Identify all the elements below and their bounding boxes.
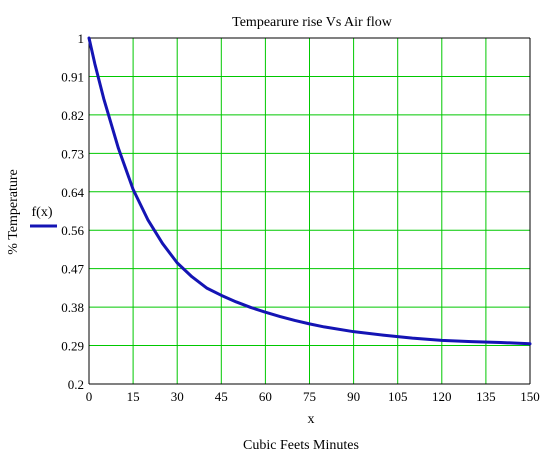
plot-area — [87, 36, 532, 385]
series-point — [352, 330, 355, 333]
x-tick-label: 30 — [171, 389, 184, 404]
y-tick-label: 0.64 — [61, 185, 84, 200]
x-axis-sublabel: Cubic Feets Minutes — [243, 438, 359, 453]
y-tick-label: 0.91 — [61, 69, 84, 84]
x-tick-label: 75 — [303, 389, 316, 404]
x-tick-label: 0 — [86, 389, 93, 404]
y-tick-label: 0.47 — [61, 262, 84, 277]
y-tick-label: 1 — [78, 31, 85, 46]
series-point — [441, 339, 443, 342]
series-point — [88, 37, 90, 39]
series-point — [499, 341, 502, 344]
series-point — [205, 287, 208, 289]
x-tick-label: 150 — [520, 389, 540, 404]
legend-entry-label: f(x) — [32, 205, 53, 220]
x-tick-label: 15 — [127, 389, 140, 404]
series-point — [249, 306, 252, 309]
x-tick-label: 45 — [215, 389, 228, 404]
y-axis-label: % Temperature — [6, 169, 21, 254]
x-tick-label: 90 — [347, 389, 360, 404]
series-point — [132, 188, 134, 191]
series-point — [294, 319, 296, 322]
series-point — [529, 342, 531, 345]
tick-labels: 0 15 30 45 60 75 90 105 120 135 150 0.2 0.29 0.38 0.47… — [61, 31, 540, 404]
series-point — [117, 147, 120, 150]
y-tick-label: 0.82 — [61, 108, 84, 123]
series-point — [264, 311, 267, 314]
series-point — [176, 262, 178, 264]
series-point — [323, 326, 326, 328]
series-point — [147, 218, 149, 221]
series-point — [411, 337, 414, 339]
y-tick-label: 0.38 — [61, 300, 84, 315]
series-point — [470, 340, 473, 343]
y-tick-label: 0.29 — [61, 339, 84, 354]
y-tick-label: 0.73 — [61, 146, 84, 161]
x-tick-label: 135 — [476, 389, 496, 404]
chart-title: Tempearure rise Vs Air flow — [232, 15, 393, 30]
y-tick-label: 0.2 — [68, 377, 84, 392]
series-point — [191, 275, 193, 278]
x-tick-label: 120 — [432, 389, 452, 404]
series-point — [161, 242, 164, 245]
series-point — [220, 294, 223, 297]
y-tick-label: 0.56 — [61, 223, 84, 238]
x-tick-label: 105 — [388, 389, 408, 404]
series-point — [279, 315, 281, 318]
series-point — [382, 334, 384, 336]
x-tick-label: 60 — [259, 389, 272, 404]
legend: f(x) — [30, 205, 57, 228]
series-point — [235, 301, 237, 303]
series-point — [102, 97, 105, 100]
series-point — [94, 63, 96, 65]
series-point — [308, 323, 311, 325]
x-axis-label: x — [308, 412, 315, 427]
